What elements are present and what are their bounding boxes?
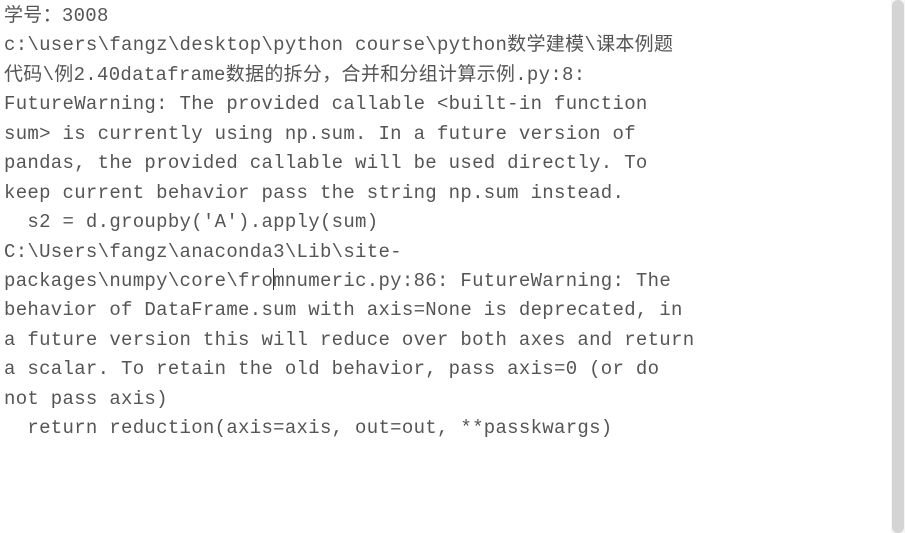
console-output[interactable]: 学号：3008 c:\users\fangz\desktop\python co… bbox=[4, 2, 892, 444]
output-line: FutureWarning: The provided callable <bu… bbox=[4, 93, 648, 115]
output-line: return reduction(axis=axis, out=out, **p… bbox=[4, 417, 613, 439]
output-line: s2 = d.groupby('A').apply(sum) bbox=[4, 211, 378, 233]
text-cursor bbox=[273, 268, 274, 290]
output-line: C:\Users\fangz\anaconda3\Lib\site- bbox=[4, 241, 402, 263]
output-line: 代码\例2.40dataframe数据的拆分，合并和分组计算示例.py:8: bbox=[4, 64, 585, 86]
output-line: a scalar. To retain the old behavior, pa… bbox=[4, 358, 659, 380]
output-line: a future version this will reduce over b… bbox=[4, 329, 694, 351]
scrollbar-track[interactable] bbox=[891, 0, 905, 533]
output-line: behavior of DataFrame.sum with axis=None… bbox=[4, 299, 683, 321]
output-line: not pass axis) bbox=[4, 388, 168, 410]
scrollbar-thumb[interactable] bbox=[892, 0, 904, 533]
output-line: 学号：3008 bbox=[4, 5, 109, 27]
output-line: c:\users\fangz\desktop\python course\pyt… bbox=[4, 34, 673, 56]
output-line: sum> is currently using np.sum. In a fut… bbox=[4, 123, 636, 145]
output-line: keep current behavior pass the string np… bbox=[4, 182, 624, 204]
output-line: pandas, the provided callable will be us… bbox=[4, 152, 648, 174]
output-line: mnumeric.py:86: FutureWarning: The bbox=[273, 270, 671, 292]
output-line: packages\numpy\core\fro bbox=[4, 270, 273, 292]
